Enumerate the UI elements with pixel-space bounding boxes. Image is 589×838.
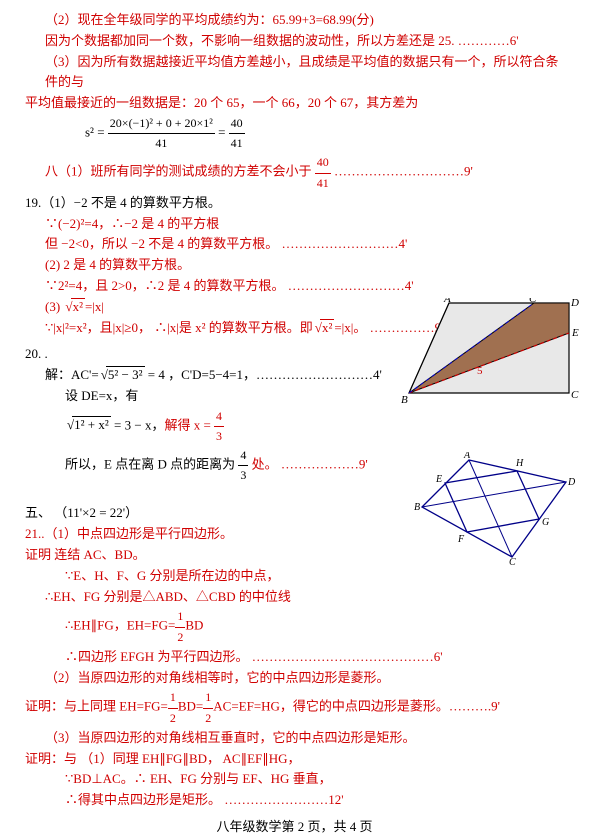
svg-text:D: D — [570, 298, 579, 309]
q21-2p: 证明：与上同理 EH=FG=12BD=12AC=EF=HG，得它的中点四边形是菱… — [25, 688, 564, 727]
eq-s2: s² = 20×(−1)² + 0 + 20×1²41 = 4041 — [25, 114, 564, 153]
line-2-1: （2）现在全年级同学的平均成绩约为：65.99+3=68.99(分) — [25, 10, 564, 31]
svg-text:C': C' — [529, 298, 539, 305]
q21-3p3: ∴得其中点四边形是矩形。 ……………………12' — [25, 790, 564, 811]
svg-text:G: G — [542, 517, 549, 528]
svg-text:F: F — [457, 534, 465, 545]
q19-2a: ∵2²=4，且 2>0，∴2 是 4 的算数平方根。 ………………………4' — [25, 276, 564, 297]
svg-text:D: D — [567, 477, 576, 488]
svg-text:B: B — [401, 394, 408, 406]
q21-p4: ∴EH∥FG，EH=FG=12BD — [25, 607, 564, 646]
line-conclusion: 八（1）班所有同学的测试成绩的方差不会小于 4041 …………………………9' — [25, 153, 564, 192]
q19-1b: 但 −2<0，所以 −2 不是 4 的算数平方根。 ………………………4' — [25, 234, 564, 255]
q21-p3: ∴EH、FG 分别是△ABD、△CBD 的中位线 — [25, 587, 564, 608]
svg-text:A: A — [463, 452, 471, 461]
svg-text:A: A — [443, 298, 451, 305]
q19-2: (2) 2 是 4 的算数平方根。 — [25, 255, 564, 276]
page-footer: 八年级数学第 2 页，共 4 页 — [25, 817, 564, 838]
q21-2: （2）当原四边形的对角线相等时，它的中点四边形是菱形。 — [25, 668, 564, 689]
q21-3p2: ∵BD⊥AC。∴ EH、FG 分别与 EF、HG 垂直， — [25, 769, 564, 790]
q21-p2: ∵E、H、F、G 分别是所在边的中点， — [25, 566, 564, 587]
q19-1a: ∵(−2)²=4，∴−2 是 4 的平方根 — [25, 214, 564, 235]
line-2-2: 因为个数据都加同一个数，不影响一组数据的波动性，所以方差还是 25. …………6… — [25, 31, 564, 52]
svg-text:E: E — [435, 474, 442, 485]
q21-3: （3）当原四边形的对角线相互垂直时，它的中点四边形是矩形。 — [25, 728, 564, 749]
svg-text:5: 5 — [477, 365, 483, 377]
svg-text:H: H — [515, 458, 524, 469]
svg-text:E: E — [571, 327, 579, 339]
svg-text:B: B — [414, 502, 420, 513]
figure-trapezoid: A C' D E C B 5 — [399, 298, 584, 413]
line-3-2: 平均值最接近的一组数据是：20 个 65，一个 66，20 个 67，其方差为 — [25, 93, 564, 114]
svg-text:C: C — [509, 557, 516, 567]
q21-p5: ∴四边形 EFGH 为平行四边形。 ……………………………………6' — [25, 647, 564, 668]
figure-quadrilateral: A H D B E G F C — [414, 452, 584, 567]
line-3-1: （3）因为所有数据越接近平均值方差越小，且成绩是平均值的数据只有一个，所以符合条… — [25, 52, 564, 94]
q19-1: 19.（1）−2 不是 4 的算数平方根。 — [25, 193, 564, 214]
svg-text:C: C — [571, 389, 579, 401]
